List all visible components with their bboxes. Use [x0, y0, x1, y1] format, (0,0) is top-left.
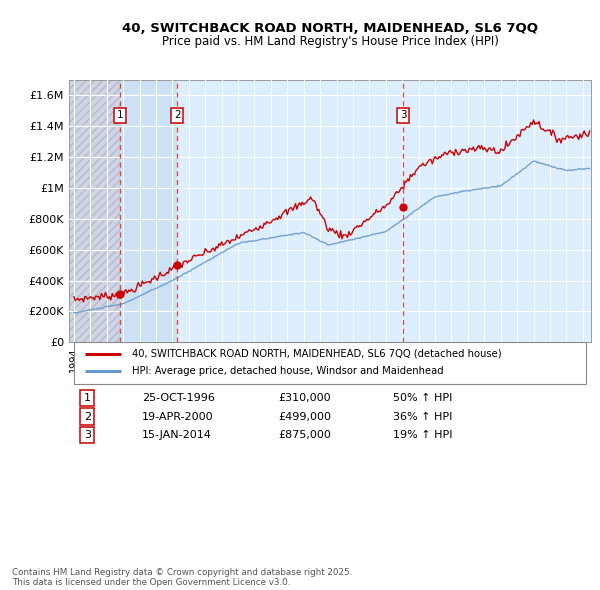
Text: £310,000: £310,000: [278, 393, 331, 403]
Text: 2: 2: [84, 412, 91, 422]
Text: Price paid vs. HM Land Registry's House Price Index (HPI): Price paid vs. HM Land Registry's House …: [161, 35, 499, 48]
Text: 40, SWITCHBACK ROAD NORTH, MAIDENHEAD, SL6 7QQ: 40, SWITCHBACK ROAD NORTH, MAIDENHEAD, S…: [122, 22, 538, 35]
Text: HPI: Average price, detached house, Windsor and Maidenhead: HPI: Average price, detached house, Wind…: [131, 366, 443, 376]
Text: 40, SWITCHBACK ROAD NORTH, MAIDENHEAD, SL6 7QQ (detached house): 40, SWITCHBACK ROAD NORTH, MAIDENHEAD, S…: [131, 349, 501, 359]
Text: 3: 3: [400, 110, 406, 120]
Text: 2: 2: [174, 110, 181, 120]
Text: 25-OCT-1996: 25-OCT-1996: [142, 393, 215, 403]
Text: Contains HM Land Registry data © Crown copyright and database right 2025.
This d: Contains HM Land Registry data © Crown c…: [12, 568, 352, 587]
Text: 1: 1: [84, 393, 91, 403]
Text: 1: 1: [117, 110, 124, 120]
Bar: [69, 80, 120, 342]
Text: 19% ↑ HPI: 19% ↑ HPI: [392, 430, 452, 440]
Text: 50% ↑ HPI: 50% ↑ HPI: [392, 393, 452, 403]
Text: 3: 3: [84, 430, 91, 440]
Text: £875,000: £875,000: [278, 430, 331, 440]
Text: 36% ↑ HPI: 36% ↑ HPI: [392, 412, 452, 422]
Text: 19-APR-2000: 19-APR-2000: [142, 412, 214, 422]
Bar: [120, 80, 178, 342]
Text: 15-JAN-2014: 15-JAN-2014: [142, 430, 212, 440]
FancyBboxPatch shape: [74, 342, 586, 384]
Text: £499,000: £499,000: [278, 412, 331, 422]
